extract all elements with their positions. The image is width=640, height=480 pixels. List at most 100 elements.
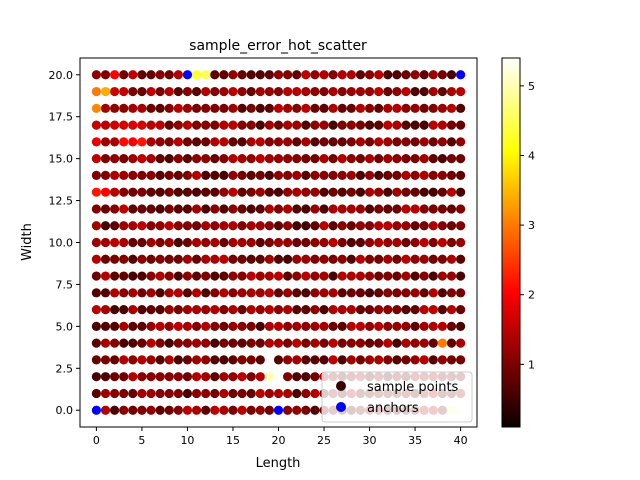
sample-point <box>310 288 320 298</box>
sample-point <box>210 204 220 214</box>
sample-point <box>337 271 347 281</box>
sample-point <box>310 254 320 264</box>
sample-point <box>237 103 247 113</box>
sample-point <box>355 154 366 164</box>
sample-point <box>301 372 311 382</box>
sample-point <box>128 254 138 264</box>
legend-label-sample-points: sample points <box>367 380 459 395</box>
sample-point <box>137 288 147 298</box>
sample-point <box>456 355 466 365</box>
sample-point <box>164 355 174 365</box>
sample-point <box>364 170 375 181</box>
sample-point <box>428 288 438 298</box>
sample-point <box>264 137 274 147</box>
sample-point <box>173 154 183 164</box>
sample-point <box>191 321 202 331</box>
sample-point <box>364 137 375 147</box>
sample-point <box>346 170 356 181</box>
sample-point <box>346 154 356 164</box>
sample-point <box>228 355 238 365</box>
sample-point <box>346 338 356 348</box>
sample-point <box>191 254 202 264</box>
sample-point <box>100 372 111 382</box>
sample-point <box>164 372 174 382</box>
sample-point <box>292 372 302 382</box>
sample-point <box>319 254 329 264</box>
sample-point <box>273 70 284 80</box>
sample-point <box>237 254 247 264</box>
sample-point <box>419 187 429 197</box>
x-tick-label: 15 <box>226 434 240 447</box>
sample-point <box>374 86 384 97</box>
sample-point <box>173 120 183 130</box>
colorbar: 1 2 3 4 5 <box>501 57 535 428</box>
sample-point <box>456 221 466 231</box>
sample-point <box>283 237 293 248</box>
sample-point <box>100 405 111 415</box>
sample-point <box>100 86 111 97</box>
sample-point <box>264 338 274 348</box>
sample-point <box>128 321 138 331</box>
sample-point <box>91 372 101 382</box>
sample-point <box>337 304 347 315</box>
sample-point <box>419 154 429 164</box>
sample-point <box>410 154 420 164</box>
sample-point <box>337 170 347 181</box>
sample-point <box>310 70 320 80</box>
sample-point <box>301 237 311 248</box>
sample-point <box>182 304 193 315</box>
sample-point <box>401 254 411 264</box>
sample-point <box>100 304 111 315</box>
sample-point <box>383 137 393 147</box>
sample-point <box>100 137 111 147</box>
sample-point <box>110 103 120 113</box>
sample-point <box>273 221 284 231</box>
sample-point <box>255 355 265 365</box>
sample-point <box>110 170 120 181</box>
sample-point <box>182 120 193 130</box>
sample-point <box>355 338 366 348</box>
sample-point <box>337 120 347 130</box>
sample-point <box>401 204 411 214</box>
sample-point <box>255 70 265 80</box>
sample-point <box>283 120 293 130</box>
sample-point <box>110 221 120 231</box>
sample-point <box>119 304 129 315</box>
sample-point <box>383 154 393 164</box>
sample-point <box>437 170 447 181</box>
sample-point <box>319 187 329 197</box>
anchor-point <box>91 405 101 415</box>
sample-point <box>346 221 356 231</box>
sample-point <box>210 70 220 80</box>
sample-point <box>292 405 302 415</box>
sample-point <box>410 204 420 214</box>
x-tick-label: 30 <box>363 434 377 447</box>
sample-point <box>255 405 265 415</box>
sample-point <box>210 254 220 264</box>
sample-point <box>374 237 384 248</box>
sample-point <box>446 137 457 147</box>
sample-point <box>110 405 120 415</box>
sample-point <box>201 137 211 147</box>
sample-point <box>364 338 375 348</box>
sample-point <box>355 86 366 97</box>
sample-point <box>91 170 101 181</box>
sample-point <box>310 372 320 382</box>
sample-point <box>355 103 366 113</box>
sample-point <box>210 86 220 97</box>
sample-point <box>182 388 193 399</box>
sample-point <box>155 372 165 382</box>
x-tick-label: 0 <box>93 434 100 447</box>
sample-point <box>137 70 147 80</box>
sample-point <box>155 137 165 147</box>
sample-point <box>410 355 420 365</box>
sample-point <box>255 321 265 331</box>
sample-point <box>164 221 174 231</box>
sample-point <box>237 355 247 365</box>
sample-point <box>428 187 438 197</box>
sample-point <box>110 86 120 97</box>
sample-point <box>273 170 284 181</box>
sample-point <box>374 204 384 214</box>
x-tick-label: 25 <box>317 434 331 447</box>
sample-point <box>283 187 293 197</box>
